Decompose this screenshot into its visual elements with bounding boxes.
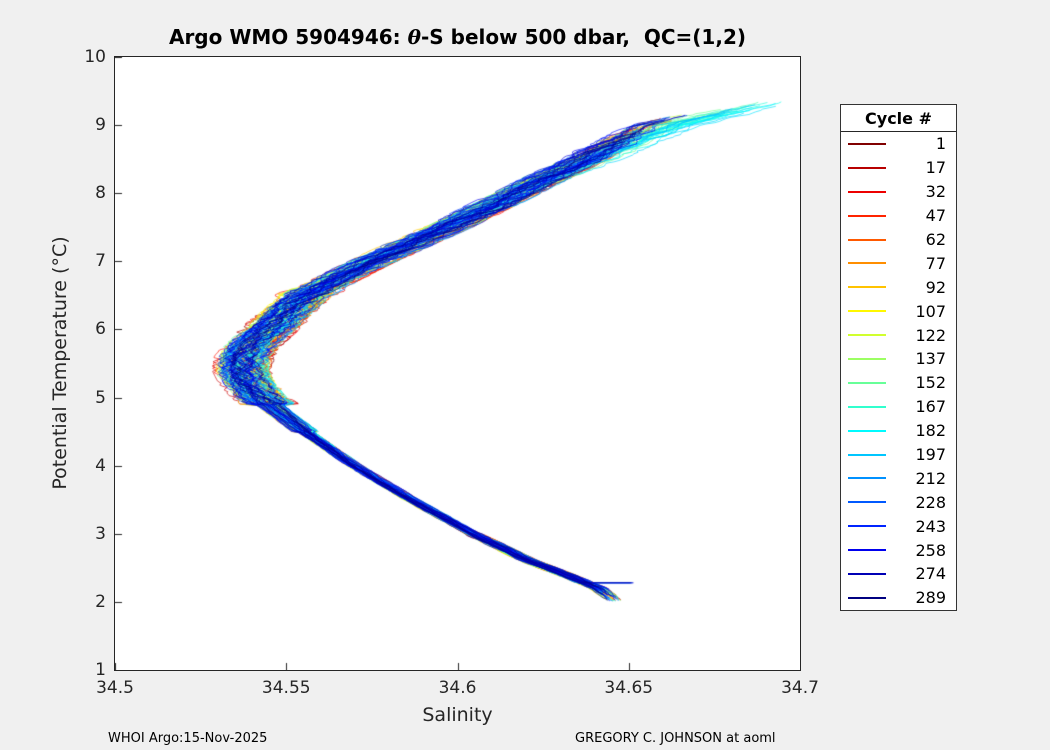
legend-line-sample	[848, 572, 886, 575]
x-tick-label: 34.55	[261, 678, 311, 698]
y-tick-label: 6	[95, 319, 106, 340]
legend-entry-label: 167	[915, 397, 946, 417]
legend-entry-label: 137	[915, 349, 946, 369]
legend-line-sample	[848, 501, 886, 504]
legend-entry-label: 62	[925, 230, 946, 249]
plot-title-prefix: Argo WMO 5904946:	[168, 25, 408, 49]
legend-entry: 92	[841, 275, 956, 299]
y-tick-label: 8	[95, 183, 106, 204]
y-axis-label: Potential Temperature (°C)	[49, 236, 71, 490]
y-tick-label: 10	[84, 47, 106, 67]
x-tick-label: 34.7	[781, 678, 819, 698]
legend-line-sample	[848, 477, 886, 480]
legend-entry-label: 1	[935, 134, 946, 154]
plot-title-suffix: -S below 500 dbar, QC=(1,2)	[420, 25, 747, 49]
legend-entry-label: 274	[915, 564, 946, 584]
legend-entry: 107	[841, 299, 956, 323]
footer-credit-left: WHOI Argo:15-Nov-2025	[108, 731, 268, 746]
legend-line-sample	[848, 190, 886, 193]
legend-entry: 212	[841, 466, 956, 490]
legend-entry: 182	[841, 419, 956, 443]
legend-line-sample	[848, 549, 886, 552]
legend-entry: 1	[841, 132, 956, 156]
legend-entry-label: 32	[925, 182, 946, 202]
legend-entry-label: 17	[925, 158, 946, 178]
x-tick-label: 34.5	[96, 678, 134, 698]
legend-line-sample	[848, 238, 886, 241]
y-tick-label: 3	[95, 523, 106, 544]
x-axis-label: Salinity	[422, 704, 493, 726]
legend-entry: 274	[841, 562, 956, 586]
legend-entry: 17	[841, 156, 956, 180]
legend-entry: 289	[841, 586, 956, 610]
legend-line-sample	[848, 142, 886, 145]
legend-line-sample	[848, 166, 886, 169]
legend-entry: 167	[841, 395, 956, 419]
legend-entry-label: 77	[925, 253, 946, 273]
legend-entry: 228	[841, 490, 956, 514]
x-tick-label: 34.6	[438, 678, 477, 698]
x-tick-label: 34.65	[604, 678, 654, 698]
plot-area	[114, 56, 801, 671]
y-tick-label: 2	[95, 591, 106, 612]
legend-entry-label: 197	[915, 445, 946, 465]
legend-entry-label: 289	[915, 588, 946, 608]
legend-entry: 47	[841, 204, 956, 228]
profiles-canvas	[115, 57, 800, 670]
legend-title: Cycle #	[841, 105, 956, 132]
legend-entries: 1 17 32 47 62 77 92 107 122 137 152 167 182 197 212 228…	[841, 132, 956, 610]
legend-entry: 258	[841, 538, 956, 562]
legend-entry-label: 47	[925, 206, 946, 226]
legend-entry: 152	[841, 371, 956, 395]
legend-entry-label: 107	[915, 301, 946, 321]
legend-entry-label: 228	[915, 492, 946, 512]
y-tick-label: 9	[95, 115, 106, 136]
legend-line-sample	[848, 310, 886, 313]
legend-line-sample	[848, 262, 886, 265]
legend-line-sample	[848, 381, 886, 384]
legend-line-sample	[848, 429, 886, 432]
y-tick-label: 7	[95, 251, 106, 272]
legend-entry-label: 182	[915, 421, 946, 441]
legend: Cycle # 1 17 32 47 62 77 92 107 122 137 152 167 182 1…	[840, 104, 957, 611]
legend-line-sample	[848, 596, 886, 599]
legend-entry: 197	[841, 443, 956, 467]
legend-entry-label: 243	[915, 516, 946, 536]
legend-entry: 32	[841, 180, 956, 204]
legend-entry-label: 258	[915, 540, 946, 560]
legend-entry: 137	[841, 347, 956, 371]
legend-entry: 243	[841, 514, 956, 538]
legend-line-sample	[848, 525, 886, 528]
theta-symbol: θ	[407, 25, 421, 49]
legend-line-sample	[848, 286, 886, 289]
legend-entry-label: 92	[925, 277, 946, 297]
legend-line-sample	[848, 405, 886, 408]
legend-entry: 77	[841, 251, 956, 275]
legend-entry: 122	[841, 323, 956, 347]
y-tick-label: 1	[95, 660, 106, 680]
plot-title: Argo WMO 5904946: θ-S below 500 dbar, QC…	[115, 25, 800, 49]
legend-line-sample	[848, 453, 886, 456]
legend-entry-label: 212	[915, 468, 946, 488]
footer-credit-right: GREGORY C. JOHNSON at aoml	[575, 731, 776, 746]
legend-line-sample	[848, 357, 886, 360]
legend-entry-label: 152	[915, 373, 946, 393]
legend-line-sample	[848, 334, 886, 337]
y-tick-label: 5	[95, 387, 106, 408]
y-tick-label: 4	[95, 455, 106, 476]
legend-entry-label: 122	[915, 325, 946, 345]
legend-line-sample	[848, 214, 886, 217]
legend-entry: 62	[841, 228, 956, 252]
